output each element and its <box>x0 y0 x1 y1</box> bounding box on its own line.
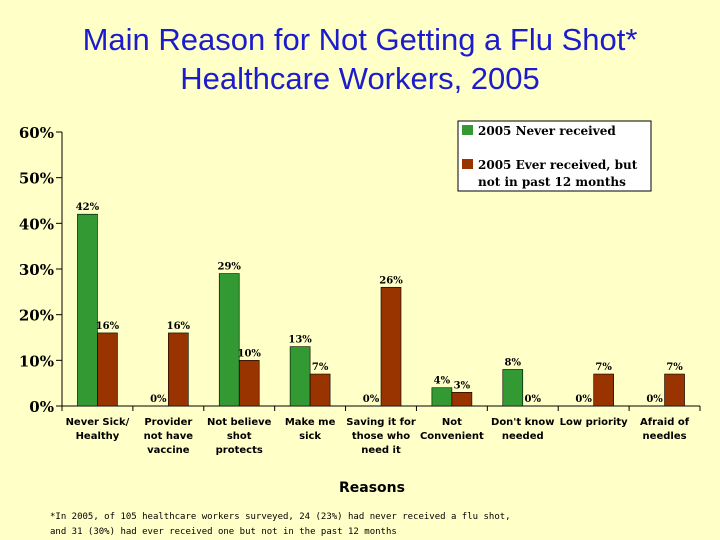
x-tick-label: Saving it for those who need it <box>346 417 416 456</box>
x-tick-label-line: protects <box>216 445 263 456</box>
legend-box <box>457 120 652 192</box>
x-tick-label-line: Not <box>442 417 462 428</box>
x-tick-label-line: need it <box>361 445 401 456</box>
bar-series-1 <box>77 213 98 407</box>
x-tick-label-line: Provider <box>144 417 192 428</box>
legend: 2005 Never received 2005 Ever received, … <box>457 120 652 192</box>
y-tick-label: 30% <box>19 261 54 279</box>
x-tick-label: Never Sick/Healthy <box>66 417 130 442</box>
x-tick-label-line: Afraid of <box>640 417 690 428</box>
data-label: 29% <box>218 262 242 273</box>
y-tick-label: 50% <box>19 170 54 188</box>
legend-swatch-never <box>462 125 473 135</box>
data-label: 0% <box>646 394 663 405</box>
x-tick-label-line: those who <box>352 431 410 442</box>
legend-label-ever-line2: not in past 12 months <box>478 175 626 189</box>
data-label: 4% <box>434 376 451 387</box>
plot-area: 0% 10% 20% 30% 40% 50% 60% 42% 16% Never Sick/Hea… <box>19 124 701 456</box>
y-tick-label: 40% <box>19 215 54 233</box>
y-tick-label: 10% <box>19 352 54 370</box>
legend-swatch-ever <box>462 159 473 169</box>
data-label: 42% <box>76 202 100 213</box>
x-tick-label-line: not have <box>144 431 194 442</box>
x-tick-label: Make me sick <box>285 417 336 442</box>
data-label: 0% <box>575 394 592 405</box>
bar-series-2 <box>238 360 260 407</box>
x-tick-label: Afraid of needles <box>640 417 690 442</box>
x-tick-label-line: Make me <box>285 417 336 428</box>
x-tick-label: Provider not have vaccine <box>144 417 194 456</box>
data-label: 8% <box>505 357 522 368</box>
data-label: 10% <box>238 348 262 359</box>
bar-series-2 <box>380 286 402 407</box>
data-label: 7% <box>595 362 612 373</box>
data-label: 0% <box>363 394 380 405</box>
bar-series-1 <box>289 346 311 407</box>
legend-label-never: 2005 Never received <box>478 124 616 138</box>
bar-series-2 <box>168 332 189 407</box>
bar-series-2 <box>309 373 331 407</box>
x-tick-label-line: Not believe <box>207 417 272 428</box>
bar-series-2 <box>97 332 118 407</box>
data-label: 7% <box>666 362 683 373</box>
x-tick-label-line: shot <box>227 431 252 442</box>
data-label: 16% <box>96 321 120 332</box>
x-tick-label-line: Saving it for <box>346 417 416 428</box>
x-tick-label-line: needles <box>643 431 687 442</box>
page-title: Main Reason for Not Getting a Flu Shot* … <box>0 20 720 98</box>
y-tick-label: 60% <box>19 124 54 142</box>
data-label: 16% <box>167 321 191 332</box>
legend-label-ever-line1: 2005 Ever received, but <box>478 158 638 172</box>
bar-series-2 <box>593 373 614 407</box>
y-tick-label: 20% <box>19 307 54 325</box>
data-label: 0% <box>150 394 167 405</box>
data-label: 26% <box>379 275 403 286</box>
x-tick-label: Low priority <box>560 417 628 428</box>
x-tick-label-line: vaccine <box>147 445 190 456</box>
x-tick-label-line: sick <box>299 431 321 442</box>
bar-series-1 <box>431 387 453 407</box>
x-tick-label-line: Never Sick/ <box>66 417 130 428</box>
x-tick-label-line: needed <box>502 431 544 442</box>
footnote-line-1: *In 2005, of 105 healthcare workers surv… <box>50 512 511 522</box>
footnote-line-2: and 31 (30%) had ever received one but n… <box>50 527 397 537</box>
data-label: 3% <box>454 380 471 391</box>
data-label: 0% <box>525 394 542 405</box>
title-line-1: Main Reason for Not Getting a Flu Shot* <box>82 22 638 57</box>
title-line-2: Healthcare Workers, 2005 <box>180 61 540 96</box>
x-tick-label: Not believe shot protects <box>207 417 272 456</box>
data-label: 7% <box>312 362 329 373</box>
y-tick-label: 0% <box>29 398 54 416</box>
x-tick-label-line: Low priority <box>560 417 628 428</box>
bar-series-2 <box>451 391 473 407</box>
x-tick-label-line: Healthy <box>76 431 120 442</box>
x-tick-label-line: Don't know <box>491 417 555 428</box>
x-tick-label: Not Convenient <box>420 417 484 442</box>
bar-series-1 <box>218 273 240 407</box>
data-label: 13% <box>288 335 312 346</box>
bar-series-1 <box>502 369 524 407</box>
bar-series-2 <box>664 373 685 407</box>
x-axis-title: Reasons <box>339 480 405 496</box>
x-tick-label: Don't know needed <box>491 417 555 442</box>
footnote: *In 2005, of 105 healthcare workers surv… <box>50 510 511 540</box>
x-tick-label-line: Convenient <box>420 431 484 442</box>
